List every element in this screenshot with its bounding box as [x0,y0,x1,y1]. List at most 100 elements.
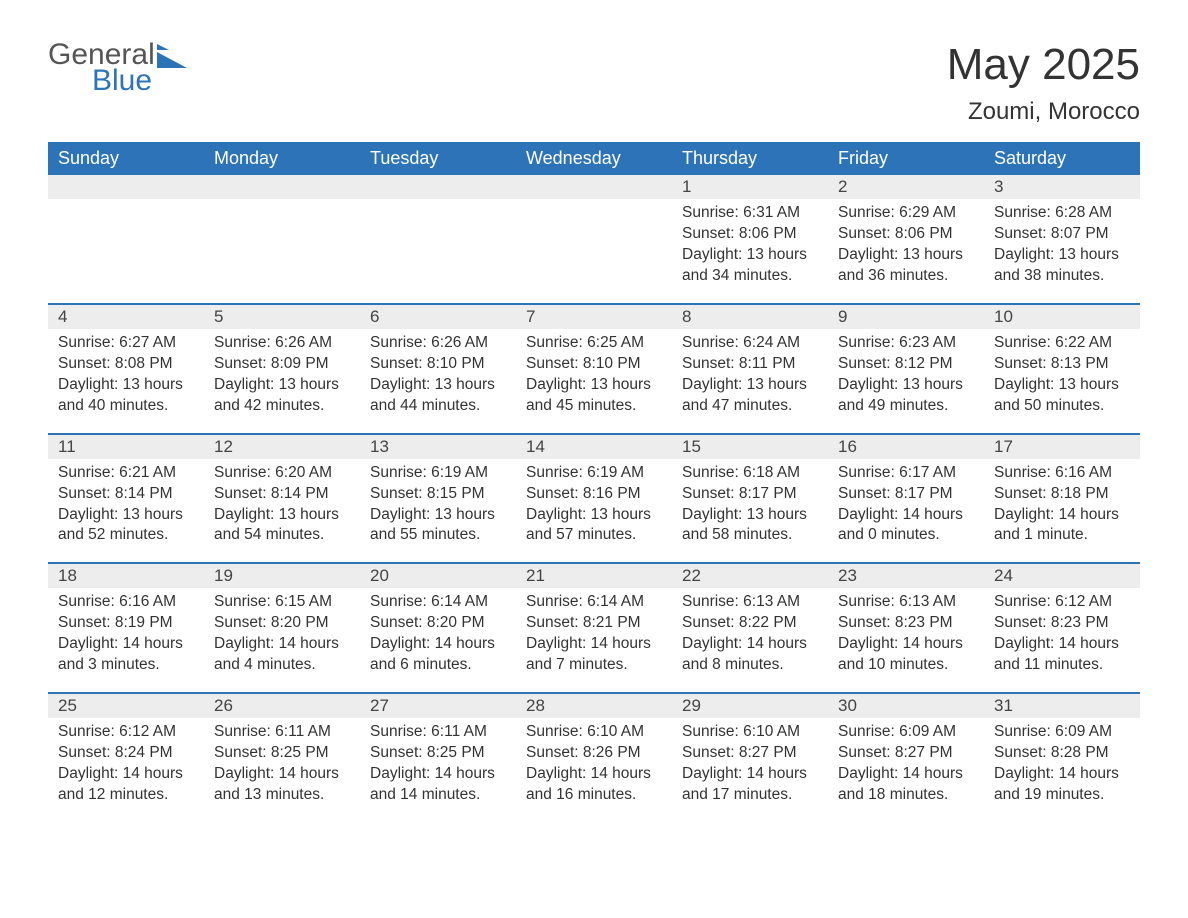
day-sunset: Sunset: 8:20 PM [370,613,506,634]
day-details: Sunrise: 6:31 AMSunset: 8:06 PMDaylight:… [672,199,828,287]
day-sunrise: Sunrise: 6:21 AM [58,463,194,484]
day-sunset: Sunset: 8:10 PM [370,354,506,375]
day-dl1: Daylight: 14 hours [994,634,1130,655]
day-number: 27 [360,692,516,718]
day-details: Sunrise: 6:19 AMSunset: 8:15 PMDaylight:… [360,459,516,547]
day-sunset: Sunset: 8:26 PM [526,743,662,764]
day-sunset: Sunset: 8:13 PM [994,354,1130,375]
day-dl2: and 38 minutes. [994,266,1130,287]
day-dl1: Daylight: 14 hours [58,634,194,655]
day-number: 17 [984,433,1140,459]
day-dl2: and 16 minutes. [526,785,662,806]
day-dl2: and 44 minutes. [370,396,506,417]
day-number: 28 [516,692,672,718]
day-sunset: Sunset: 8:27 PM [838,743,974,764]
calendar-cell: 3Sunrise: 6:28 AMSunset: 8:07 PMDaylight… [984,175,1140,303]
calendar-cell-empty [204,175,360,303]
day-sunrise: Sunrise: 6:14 AM [370,592,506,613]
day-number: 26 [204,692,360,718]
day-dl1: Daylight: 14 hours [526,634,662,655]
day-sunset: Sunset: 8:08 PM [58,354,194,375]
calendar-cell: 20Sunrise: 6:14 AMSunset: 8:20 PMDayligh… [360,562,516,692]
day-sunset: Sunset: 8:09 PM [214,354,350,375]
day-dl2: and 18 minutes. [838,785,974,806]
day-dl1: Daylight: 14 hours [214,764,350,785]
day-number: 10 [984,303,1140,329]
day-dl1: Daylight: 14 hours [994,505,1130,526]
day-sunrise: Sunrise: 6:10 AM [526,722,662,743]
calendar-cell: 12Sunrise: 6:20 AMSunset: 8:14 PMDayligh… [204,433,360,563]
day-details: Sunrise: 6:09 AMSunset: 8:28 PMDaylight:… [984,718,1140,806]
calendar-header-row: SundayMondayTuesdayWednesdayThursdayFrid… [48,142,1140,175]
day-sunrise: Sunrise: 6:19 AM [526,463,662,484]
day-sunset: Sunset: 8:28 PM [994,743,1130,764]
day-sunrise: Sunrise: 6:10 AM [682,722,818,743]
day-dl1: Daylight: 13 hours [682,375,818,396]
day-dl1: Daylight: 14 hours [838,634,974,655]
day-number-empty [516,175,672,199]
day-sunset: Sunset: 8:23 PM [994,613,1130,634]
day-details: Sunrise: 6:21 AMSunset: 8:14 PMDaylight:… [48,459,204,547]
logo-text-blue: Blue [92,66,233,96]
day-dl2: and 19 minutes. [994,785,1130,806]
day-dl1: Daylight: 13 hours [58,505,194,526]
day-details: Sunrise: 6:26 AMSunset: 8:09 PMDaylight:… [204,329,360,417]
page-title: May 2025 [947,40,1140,90]
day-details: Sunrise: 6:27 AMSunset: 8:08 PMDaylight:… [48,329,204,417]
day-sunset: Sunset: 8:27 PM [682,743,818,764]
day-dl2: and 14 minutes. [370,785,506,806]
day-number: 24 [984,562,1140,588]
calendar-cell: 29Sunrise: 6:10 AMSunset: 8:27 PMDayligh… [672,692,828,822]
day-dl1: Daylight: 14 hours [994,764,1130,785]
day-sunrise: Sunrise: 6:27 AM [58,333,194,354]
day-sunrise: Sunrise: 6:31 AM [682,203,818,224]
calendar-cell: 10Sunrise: 6:22 AMSunset: 8:13 PMDayligh… [984,303,1140,433]
day-dl1: Daylight: 14 hours [526,764,662,785]
day-number: 3 [984,175,1140,199]
logo: General Blue [48,40,189,100]
day-sunset: Sunset: 8:17 PM [682,484,818,505]
day-dl1: Daylight: 13 hours [994,375,1130,396]
day-dl2: and 17 minutes. [682,785,818,806]
calendar-cell: 16Sunrise: 6:17 AMSunset: 8:17 PMDayligh… [828,433,984,563]
calendar: SundayMondayTuesdayWednesdayThursdayFrid… [48,142,1140,822]
day-dl1: Daylight: 13 hours [838,375,974,396]
day-sunset: Sunset: 8:25 PM [214,743,350,764]
day-dl1: Daylight: 14 hours [58,764,194,785]
day-dl1: Daylight: 14 hours [838,764,974,785]
calendar-cell: 11Sunrise: 6:21 AMSunset: 8:14 PMDayligh… [48,433,204,563]
calendar-cell: 7Sunrise: 6:25 AMSunset: 8:10 PMDaylight… [516,303,672,433]
day-details: Sunrise: 6:22 AMSunset: 8:13 PMDaylight:… [984,329,1140,417]
day-number: 18 [48,562,204,588]
day-sunrise: Sunrise: 6:18 AM [682,463,818,484]
calendar-cell: 15Sunrise: 6:18 AMSunset: 8:17 PMDayligh… [672,433,828,563]
day-sunrise: Sunrise: 6:23 AM [838,333,974,354]
day-number-empty [48,175,204,199]
calendar-cell: 9Sunrise: 6:23 AMSunset: 8:12 PMDaylight… [828,303,984,433]
day-details: Sunrise: 6:11 AMSunset: 8:25 PMDaylight:… [360,718,516,806]
title-block: May 2025 Zoumi, Morocco [947,40,1140,126]
day-dl1: Daylight: 13 hours [214,375,350,396]
day-dl2: and 1 minute. [994,525,1130,546]
calendar-cell: 30Sunrise: 6:09 AMSunset: 8:27 PMDayligh… [828,692,984,822]
calendar-cell: 27Sunrise: 6:11 AMSunset: 8:25 PMDayligh… [360,692,516,822]
day-number: 19 [204,562,360,588]
day-dl1: Daylight: 13 hours [526,375,662,396]
day-number: 4 [48,303,204,329]
calendar-cell: 6Sunrise: 6:26 AMSunset: 8:10 PMDaylight… [360,303,516,433]
day-dl2: and 47 minutes. [682,396,818,417]
day-sunset: Sunset: 8:25 PM [370,743,506,764]
day-details: Sunrise: 6:19 AMSunset: 8:16 PMDaylight:… [516,459,672,547]
day-sunrise: Sunrise: 6:09 AM [838,722,974,743]
day-dl2: and 45 minutes. [526,396,662,417]
day-dl1: Daylight: 14 hours [682,764,818,785]
day-dl1: Daylight: 13 hours [994,245,1130,266]
calendar-cell: 18Sunrise: 6:16 AMSunset: 8:19 PMDayligh… [48,562,204,692]
calendar-cell: 31Sunrise: 6:09 AMSunset: 8:28 PMDayligh… [984,692,1140,822]
day-sunset: Sunset: 8:18 PM [994,484,1130,505]
calendar-cell: 24Sunrise: 6:12 AMSunset: 8:23 PMDayligh… [984,562,1140,692]
day-sunrise: Sunrise: 6:26 AM [214,333,350,354]
day-sunrise: Sunrise: 6:29 AM [838,203,974,224]
calendar-cell: 22Sunrise: 6:13 AMSunset: 8:22 PMDayligh… [672,562,828,692]
day-sunset: Sunset: 8:11 PM [682,354,818,375]
